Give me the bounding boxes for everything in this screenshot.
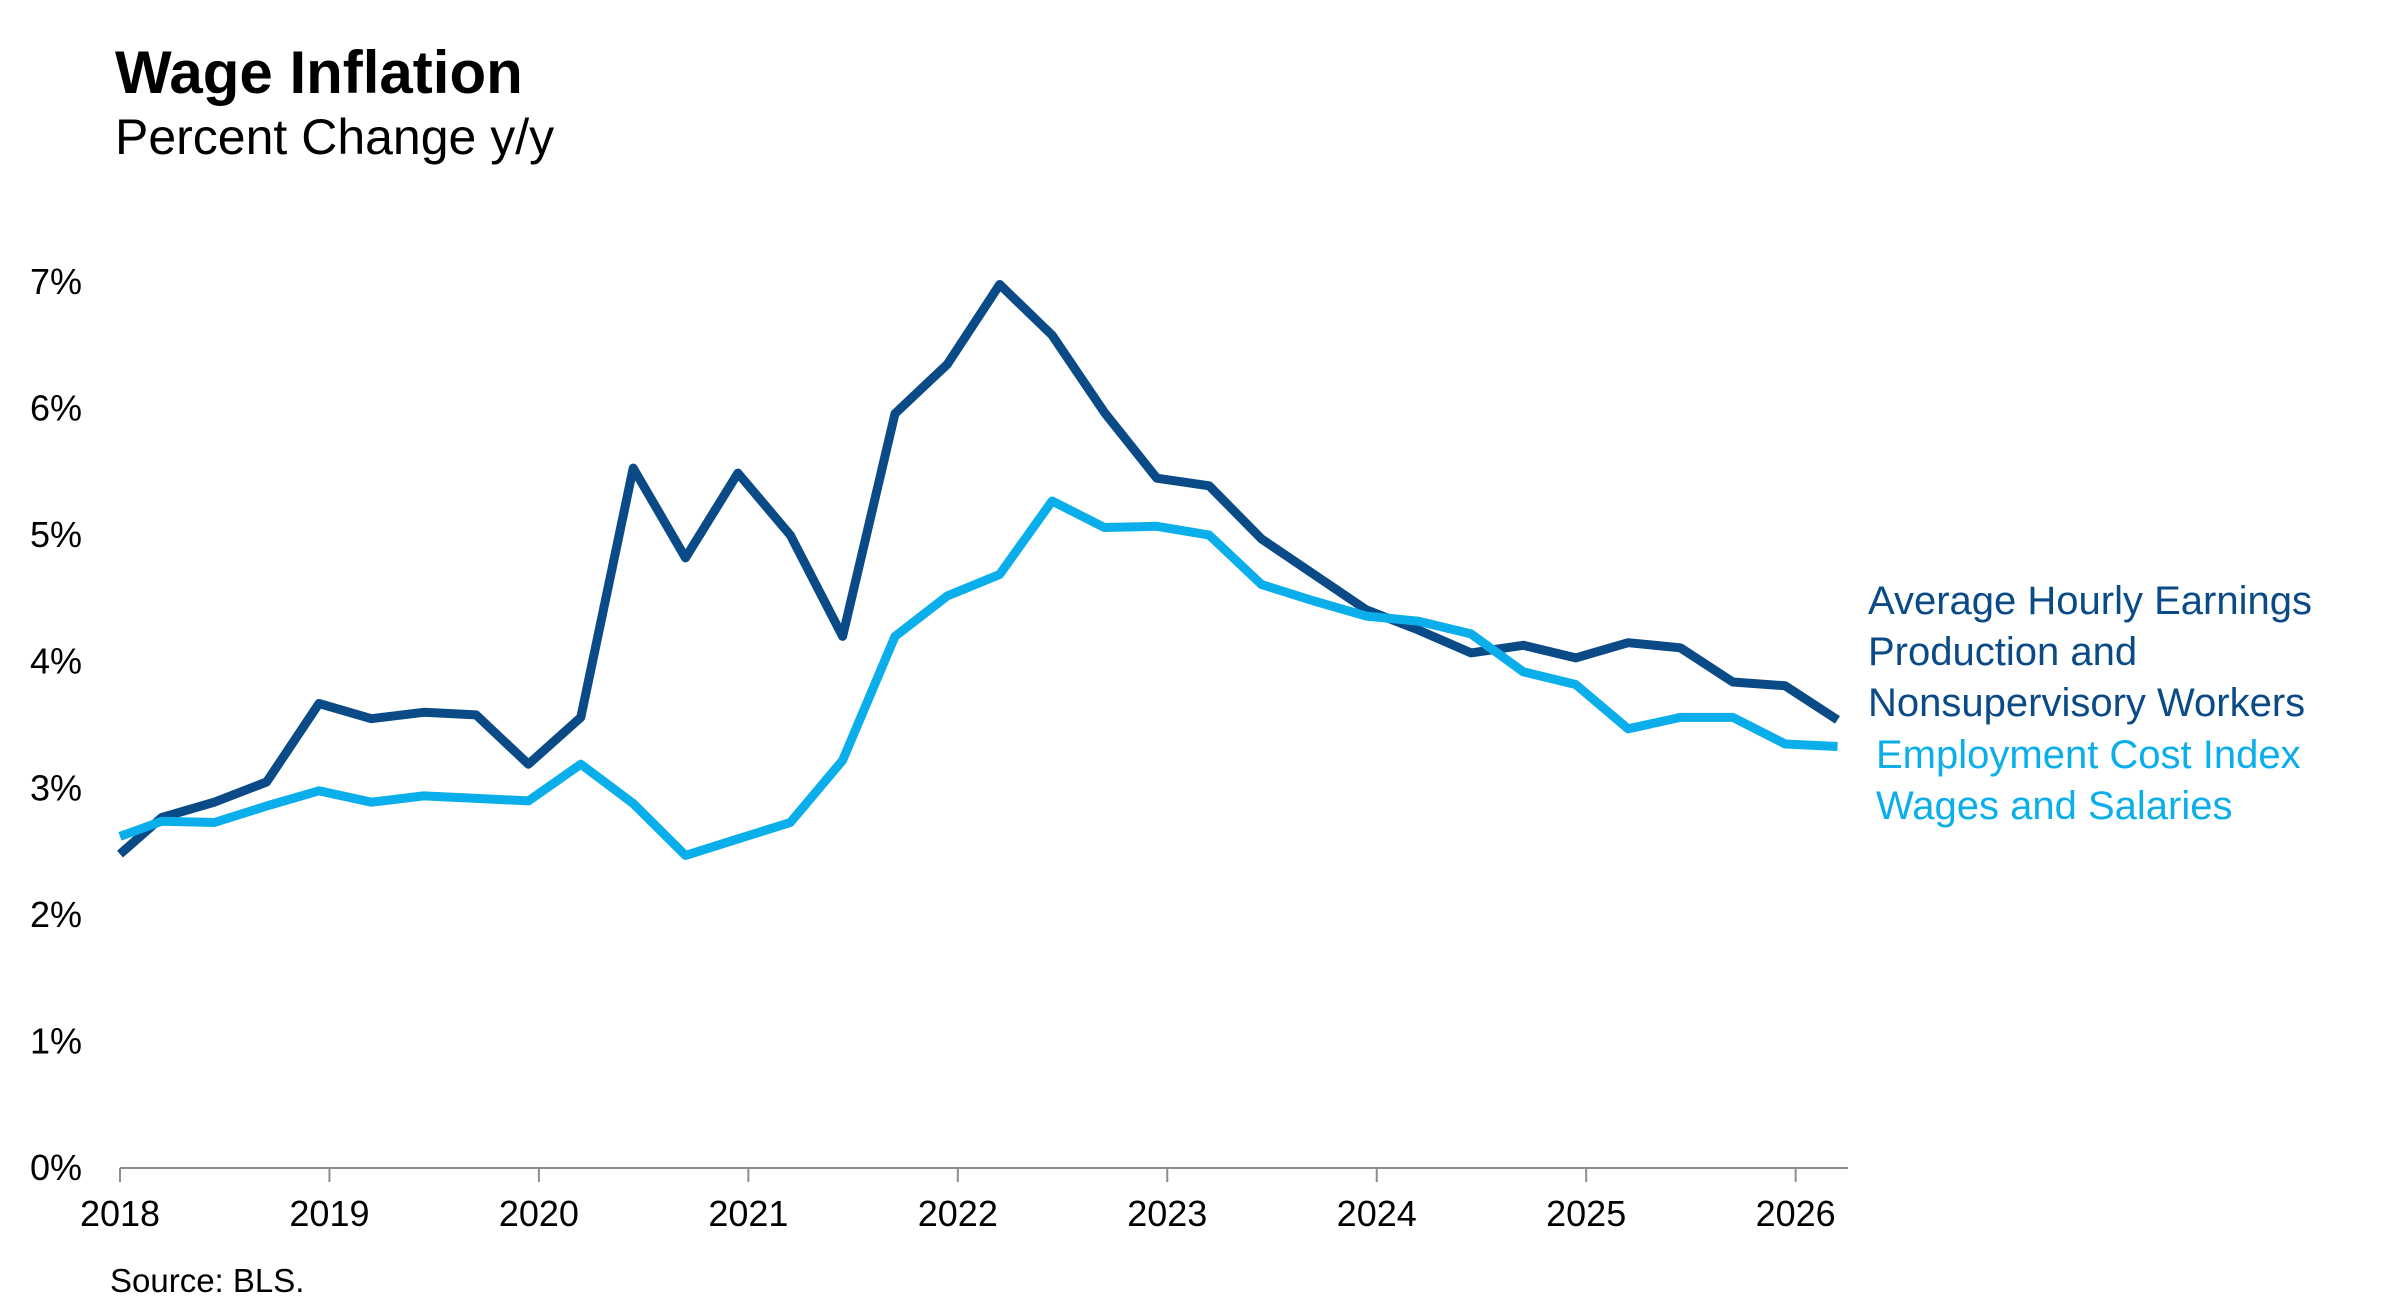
series-label-line: Wages and Salaries — [1876, 784, 2232, 828]
y-tick-label: 0% — [30, 1147, 82, 1188]
x-tick-label: 2026 — [1756, 1193, 1836, 1234]
series-line-2 — [118, 496, 1838, 860]
x-tick-label: 2018 — [80, 1193, 160, 1234]
series-label-line: Nonsupervisory Workers — [1868, 681, 2305, 725]
y-tick-label: 3% — [30, 767, 82, 808]
x-tick-label: 2024 — [1337, 1193, 1417, 1234]
y-tick-label: 7% — [30, 261, 82, 302]
series-label-2: Employment Cost Index Wages and Salaries — [1876, 733, 2301, 828]
y-tick-label: 4% — [30, 641, 82, 682]
x-tick-label: 2025 — [1546, 1193, 1626, 1234]
series-label-line: Employment Cost Index — [1876, 733, 2301, 777]
series-label-1: Average Hourly Earnings Production and Non… — [1868, 579, 2312, 725]
series-line-1 — [117, 280, 1840, 858]
x-tick-label: 2019 — [289, 1193, 369, 1234]
x-tick-label: 2020 — [499, 1193, 579, 1234]
chart-axes: 2018 2019 2020 2021 2022 2023 2024 2025 2026 0% 1%… — [30, 261, 1848, 1234]
chart-title: Wage Inflation — [115, 39, 523, 106]
y-tick-label: 6% — [30, 388, 82, 429]
series-label-line: Production and — [1868, 630, 2137, 674]
y-tick-label: 2% — [30, 894, 82, 935]
source-note: Source: BLS. — [110, 1262, 305, 1299]
x-tick-label: 2023 — [1127, 1193, 1207, 1234]
series-label-line: Average Hourly Earnings — [1868, 579, 2312, 623]
y-tick-label: 1% — [30, 1020, 82, 1061]
chart-subtitle: Percent Change y/y — [115, 109, 555, 165]
x-tick-label: 2022 — [918, 1193, 998, 1234]
x-tick-label: 2021 — [708, 1193, 788, 1234]
chart-series-layer — [117, 280, 1840, 860]
y-tick-label: 5% — [30, 514, 82, 555]
chart-legend: Average Hourly Earnings Production and Non… — [1868, 579, 2312, 828]
